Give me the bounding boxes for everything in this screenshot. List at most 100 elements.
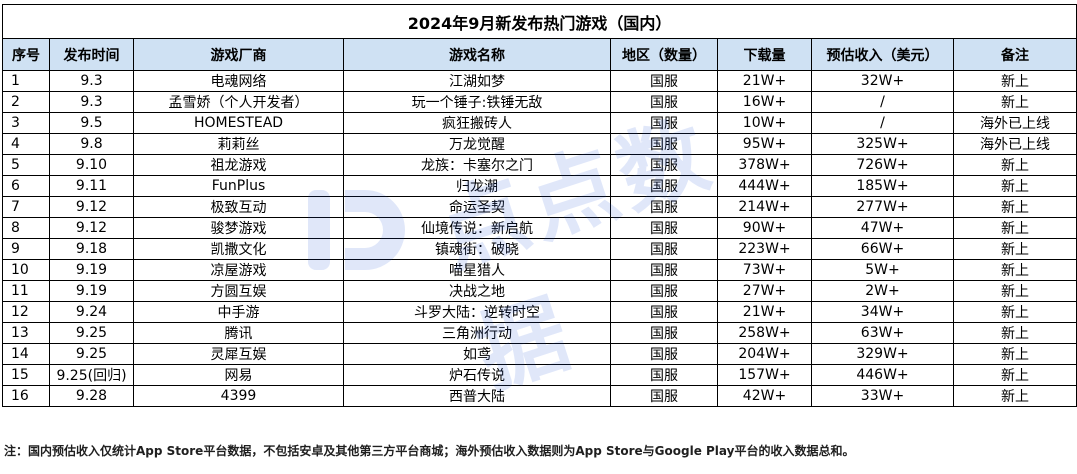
downloads-cell: 444W+: [717, 175, 812, 197]
game-name-cell: 命运圣契: [343, 196, 611, 218]
column-header: 序号: [2, 38, 50, 71]
publisher-cell: 极致互动: [133, 196, 344, 218]
date-cell: 9.12: [49, 196, 134, 218]
downloads-cell: 258W+: [717, 322, 812, 344]
index-cell: 1: [2, 70, 50, 92]
table-row: 13 9.25 腾讯 三角洲行动 国服 258W+ 63W+ 新上: [2, 322, 1077, 344]
data-sheet: 2024年9月新发布热门游戏（国内） 序号 发布时间 游戏厂商 游戏名称 地区（数量）下…: [1, 4, 1077, 407]
revenue-cell: 277W+: [811, 196, 954, 218]
column-header: 游戏厂商: [133, 38, 344, 71]
revenue-cell: 66W+: [811, 238, 954, 260]
remark-cell: 新上: [952, 91, 1077, 113]
remark-cell: 新上: [952, 70, 1077, 92]
downloads-cell: 16W+: [717, 91, 812, 113]
downloads-cell: 223W+: [717, 238, 812, 260]
index-cell: 7: [2, 196, 50, 218]
downloads-cell: 73W+: [717, 259, 812, 281]
column-header: 地区（数量）: [610, 38, 718, 71]
publisher-cell: HOMESTEAD: [133, 112, 344, 134]
date-cell: 9.25: [49, 322, 134, 344]
date-cell: 9.25(回归): [49, 364, 134, 386]
downloads-cell: 42W+: [717, 385, 812, 407]
revenue-cell: 32W+: [811, 70, 954, 92]
index-cell: 10: [2, 259, 50, 281]
remark-cell: 新上: [952, 301, 1077, 323]
region-cell: 国服: [610, 154, 718, 176]
index-cell: 15: [2, 364, 50, 386]
remark-cell: 新上: [952, 217, 1077, 239]
revenue-cell: 726W+: [811, 154, 954, 176]
publisher-cell: 凯撒文化: [133, 238, 344, 260]
remark-cell: 新上: [952, 280, 1077, 302]
region-cell: 国服: [610, 238, 718, 260]
index-cell: 11: [2, 280, 50, 302]
remark-cell: 新上: [952, 175, 1077, 197]
index-cell: 16: [2, 385, 50, 407]
date-cell: 9.12: [49, 217, 134, 239]
games-table: 2024年9月新发布热门游戏（国内） 序号 发布时间 游戏厂商 游戏名称 地区（数量）下…: [1, 4, 1077, 407]
revenue-cell: 5W+: [811, 259, 954, 281]
publisher-cell: FunPlus: [133, 175, 344, 197]
index-cell: 5: [2, 154, 50, 176]
publisher-cell: 网易: [133, 364, 344, 386]
region-cell: 国服: [610, 133, 718, 155]
index-cell: 13: [2, 322, 50, 344]
date-cell: 9.24: [49, 301, 134, 323]
downloads-cell: 378W+: [717, 154, 812, 176]
column-header: 下载量: [717, 38, 812, 71]
column-header: 发布时间: [49, 38, 134, 71]
game-name-cell: 江湖如梦: [343, 70, 611, 92]
table-row: 6 9.11 FunPlus 归龙潮 国服 444W+ 185W+ 新上: [2, 175, 1077, 197]
remark-cell: 新上: [952, 259, 1077, 281]
index-cell: 14: [2, 343, 50, 365]
region-cell: 国服: [610, 217, 718, 239]
index-cell: 2: [2, 91, 50, 113]
table-row: 1 9.3 电魂网络 江湖如梦 国服 21W+ 32W+ 新上: [2, 70, 1077, 92]
game-name-cell: 玩一个锤子:铁锤无敌: [343, 91, 611, 113]
remark-cell: 海外已上线: [952, 133, 1077, 155]
revenue-cell: 63W+: [811, 322, 954, 344]
downloads-cell: 21W+: [717, 301, 812, 323]
downloads-cell: 204W+: [717, 343, 812, 365]
publisher-cell: 腾讯: [133, 322, 344, 344]
table-row: 12 9.24 中手游 斗罗大陆：逆转时空 国服 21W+ 34W+ 新上: [2, 301, 1077, 323]
game-name-cell: 如鸢: [343, 343, 611, 365]
downloads-cell: 27W+: [717, 280, 812, 302]
publisher-cell: 孟雪娇（个人开发者）: [133, 91, 344, 113]
downloads-cell: 95W+: [717, 133, 812, 155]
date-cell: 9.8: [49, 133, 134, 155]
table-row: 16 9.28 4399 西普大陆 国服 42W+ 33W+ 新上: [2, 385, 1077, 407]
date-cell: 9.5: [49, 112, 134, 134]
region-cell: 国服: [610, 196, 718, 218]
table-title: 2024年9月新发布热门游戏（国内）: [1, 4, 1077, 39]
remark-cell: 新上: [952, 364, 1077, 386]
game-name-cell: 仙境传说：新启航: [343, 217, 611, 239]
game-name-cell: 炉石传说: [343, 364, 611, 386]
region-cell: 国服: [610, 70, 718, 92]
index-cell: 6: [2, 175, 50, 197]
game-name-cell: 西普大陆: [343, 385, 611, 407]
table-row: 2 9.3 孟雪娇（个人开发者） 玩一个锤子:铁锤无敌 国服 16W+ / 新上: [2, 91, 1077, 113]
game-name-cell: 归龙潮: [343, 175, 611, 197]
remark-cell: 新上: [952, 322, 1077, 344]
footnote: 注：国内预估收入仅统计App Store平台数据，不包括安卓及其他第三方平台商城…: [4, 444, 855, 458]
index-cell: 9: [2, 238, 50, 260]
revenue-cell: 2W+: [811, 280, 954, 302]
game-name-cell: 疯狂搬砖人: [343, 112, 611, 134]
date-cell: 9.11: [49, 175, 134, 197]
region-cell: 国服: [610, 301, 718, 323]
game-name-cell: 决战之地: [343, 280, 611, 302]
table-row: 7 9.12 极致互动 命运圣契 国服 214W+ 277W+ 新上: [2, 196, 1077, 218]
remark-cell: 新上: [952, 238, 1077, 260]
downloads-cell: 10W+: [717, 112, 812, 134]
downloads-cell: 157W+: [717, 364, 812, 386]
region-cell: 国服: [610, 112, 718, 134]
date-cell: 9.3: [49, 91, 134, 113]
date-cell: 9.19: [49, 259, 134, 281]
region-cell: 国服: [610, 91, 718, 113]
region-cell: 国服: [610, 385, 718, 407]
publisher-cell: 凉屋游戏: [133, 259, 344, 281]
game-name-cell: 三角洲行动: [343, 322, 611, 344]
date-cell: 9.3: [49, 70, 134, 92]
revenue-cell: 47W+: [811, 217, 954, 239]
